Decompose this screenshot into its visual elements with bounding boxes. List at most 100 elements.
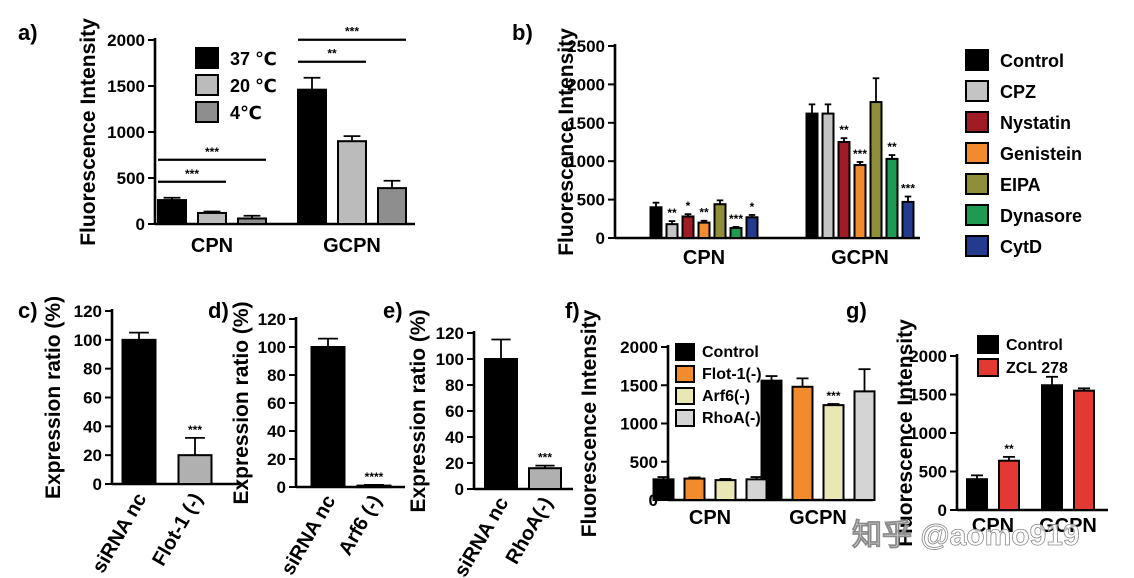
legend-swatch-37 bbox=[195, 47, 219, 69]
legend-label-control: Control bbox=[1000, 51, 1064, 71]
bar-control-cpn bbox=[649, 206, 663, 239]
legend-label-4: 4℃ bbox=[230, 103, 262, 123]
legend-swatch-control bbox=[675, 343, 695, 361]
y-tick-label: 1000 bbox=[909, 424, 947, 443]
panel-label: a) bbox=[18, 20, 38, 45]
x-category-label: GCPN bbox=[323, 235, 381, 257]
y-tick-label: 0 bbox=[596, 229, 605, 248]
y-tick-label: 2000 bbox=[107, 31, 145, 50]
y-axis-label: Expression ratio (%) bbox=[407, 309, 430, 512]
bar-control-cpn bbox=[966, 478, 988, 512]
panel-label: g) bbox=[846, 298, 867, 323]
y-tick-label: 40 bbox=[267, 422, 286, 441]
significance-marker: *** bbox=[345, 25, 359, 39]
panel-e-chart: e) Expression ratio (%) 0 20 40 60 80 100 120 ***… bbox=[383, 298, 573, 578]
significance-marker: **** bbox=[365, 470, 384, 484]
y-tick-label: 2000 bbox=[909, 347, 947, 366]
bar-cytd-cpn bbox=[745, 216, 759, 240]
x-category-label: Flot-1 (-) bbox=[148, 490, 207, 570]
legend-label-20: 20 ℃ bbox=[230, 76, 277, 96]
significance-marker: *** bbox=[185, 167, 199, 181]
bar-dynasore-cpn bbox=[729, 227, 743, 240]
legend-swatch-control bbox=[977, 335, 999, 354]
y-tick-label: 1500 bbox=[567, 114, 605, 133]
y-tick-label: 60 bbox=[445, 402, 464, 421]
y-tick-label: 20 bbox=[83, 446, 102, 465]
legend-swatch-arf6 bbox=[675, 387, 695, 405]
bar-cpz-gcpn bbox=[821, 112, 835, 239]
legend-label-genistein: Genistein bbox=[1000, 144, 1082, 164]
significance-marker: *** bbox=[729, 212, 743, 226]
legend-label-rhoa: RhoA(-) bbox=[702, 410, 761, 427]
y-tick-label: 40 bbox=[83, 417, 102, 436]
y-axis-label: Expression ratio (%) bbox=[230, 301, 253, 504]
y-tick-label: 0 bbox=[938, 501, 947, 520]
legend-swatch-4 bbox=[195, 101, 219, 123]
bar-4-gcpn bbox=[377, 187, 407, 225]
legend-swatch-nystatin bbox=[965, 111, 989, 133]
y-tick-label: 0 bbox=[455, 480, 464, 499]
y-tick-label: 1000 bbox=[107, 123, 145, 142]
y-tick-label: 2000 bbox=[620, 338, 658, 357]
y-tick-label: 120 bbox=[74, 302, 102, 321]
y-tick-label: 1500 bbox=[620, 376, 658, 395]
legend-swatch-control bbox=[965, 49, 989, 71]
x-category-label: siRNA nc bbox=[277, 492, 340, 578]
panel-c-chart: c) Expression ratio (%) 0 20 40 60 80 100 120 ***… bbox=[18, 296, 240, 577]
significance-marker: * bbox=[750, 200, 755, 214]
legend-swatch-cpz bbox=[965, 80, 989, 102]
bar-rhoa-gcpn bbox=[853, 390, 876, 501]
y-tick-label: 80 bbox=[445, 376, 464, 395]
y-tick-label: 80 bbox=[83, 360, 102, 379]
legend-label-37: 37 ℃ bbox=[230, 49, 277, 69]
significance-marker: *** bbox=[901, 182, 915, 196]
bar-sirna-nc bbox=[121, 338, 157, 486]
legend-swatch-eipa bbox=[965, 173, 989, 195]
x-category-label: GCPN bbox=[789, 507, 847, 529]
legend-swatch-20 bbox=[195, 74, 219, 96]
significance-marker: *** bbox=[826, 389, 840, 403]
bar-4-cpn bbox=[237, 217, 267, 225]
x-category-label: CPN bbox=[972, 515, 1014, 537]
legend-swatch-genistein bbox=[965, 142, 989, 164]
y-tick-label: 100 bbox=[258, 338, 286, 357]
y-tick-label: 500 bbox=[630, 453, 658, 472]
y-axis-label: Expression ratio (%) bbox=[42, 296, 65, 499]
bar-arf6 bbox=[356, 484, 392, 489]
y-tick-label: 1500 bbox=[909, 386, 947, 405]
y-tick-label: 2500 bbox=[567, 37, 605, 56]
bar-genistein-gcpn bbox=[853, 164, 867, 239]
significance-marker: ** bbox=[839, 123, 849, 137]
y-tick-label: 40 bbox=[445, 428, 464, 447]
bar-sirna-nc bbox=[484, 358, 518, 490]
bar-arf6-gcpn bbox=[822, 404, 845, 502]
legend-swatch-zcl-278 bbox=[977, 358, 999, 377]
bar-arf6-cpn bbox=[714, 479, 737, 501]
y-tick-label: 500 bbox=[577, 191, 605, 210]
significance-marker: * bbox=[686, 199, 691, 213]
significance-marker: ** bbox=[887, 140, 897, 154]
y-axis-label: Fluorescence Intensity bbox=[555, 28, 578, 256]
x-category-label: GCPN bbox=[1039, 515, 1097, 537]
bar-cytd-gcpn bbox=[901, 200, 915, 240]
bar-control-gcpn bbox=[805, 112, 819, 239]
legend-label-cpz: CPZ bbox=[1000, 82, 1036, 102]
bar-20-cpn bbox=[197, 211, 227, 226]
y-tick-label: 0 bbox=[136, 215, 145, 234]
legend-label-flot-1: Flot-1(-) bbox=[702, 366, 762, 383]
bar-genistein-cpn bbox=[697, 221, 711, 239]
y-tick-label: 60 bbox=[267, 394, 286, 413]
bar-sirna-nc bbox=[310, 346, 346, 488]
x-category-label: siRNA nc bbox=[88, 490, 151, 577]
bar-rhoa bbox=[528, 467, 562, 491]
y-tick-label: 20 bbox=[267, 450, 286, 469]
significance-marker: *** bbox=[538, 451, 552, 465]
bar-flot-1 bbox=[177, 454, 213, 485]
bar-nystatin-cpn bbox=[681, 215, 695, 240]
y-tick-label: 500 bbox=[117, 169, 145, 188]
y-axis-label: Fluorescence Intensity bbox=[77, 18, 100, 246]
x-category-label: GCPN bbox=[831, 247, 889, 269]
legend-swatch-dynasore bbox=[965, 204, 989, 226]
x-category-label: CPN bbox=[191, 235, 233, 257]
x-category-label: siRNA nc bbox=[450, 494, 513, 578]
